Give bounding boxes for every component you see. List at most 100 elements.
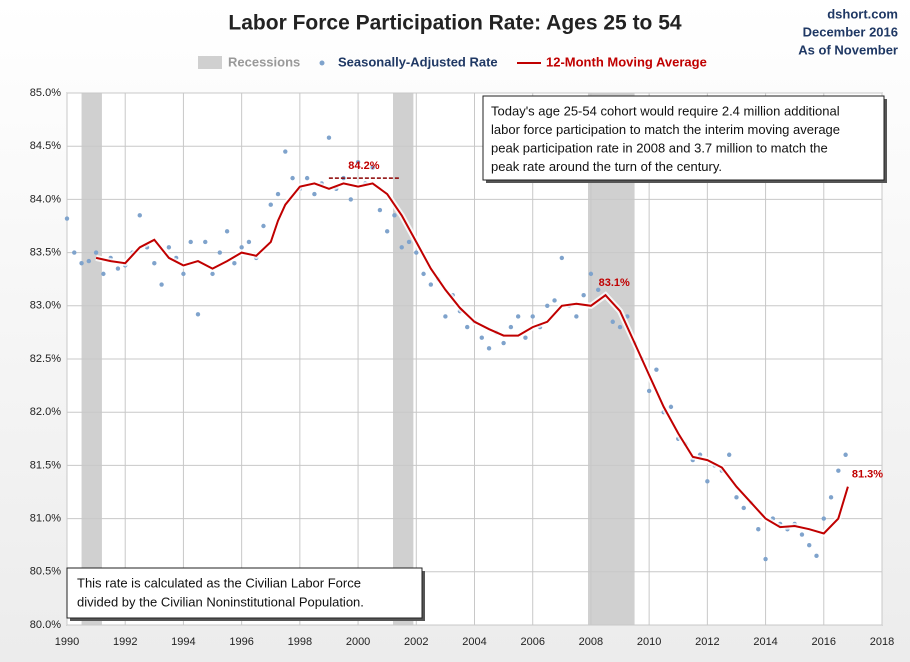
- data-point: [836, 468, 841, 473]
- y-tick-label: 83.5%: [30, 247, 61, 259]
- y-tick-label: 85.0%: [30, 87, 61, 99]
- legend-swatch: [198, 56, 222, 69]
- x-tick-label: 2012: [695, 636, 719, 648]
- data-point: [741, 505, 746, 511]
- legend-label: Seasonally-Adjusted Rate: [338, 54, 498, 69]
- data-point: [763, 556, 768, 562]
- data-point: [414, 250, 419, 255]
- data-point: [799, 532, 805, 537]
- data-point: [559, 255, 565, 261]
- callout-text: peak rate around the turn of the century…: [491, 159, 722, 174]
- data-point: [115, 266, 121, 271]
- data-point: [152, 261, 157, 266]
- data-point: [646, 388, 652, 394]
- x-tick-label: 2002: [404, 636, 428, 648]
- data-point: [392, 213, 397, 218]
- callout-text: Today's age 25-54 cohort would require 2…: [491, 103, 840, 118]
- data-point: [399, 245, 404, 250]
- data-point: [465, 324, 470, 330]
- series-line: [95, 182, 849, 535]
- y-tick-label: 81.0%: [30, 513, 61, 525]
- data-point: [188, 239, 193, 245]
- data-point: [421, 271, 426, 277]
- data-point: [181, 271, 186, 277]
- data-point: [552, 298, 557, 303]
- data-point: [843, 452, 848, 457]
- data-point: [370, 165, 375, 170]
- data-point: [574, 314, 579, 319]
- data-point: [86, 258, 92, 264]
- data-point: [64, 216, 70, 221]
- data-point: [523, 335, 528, 340]
- callout-box: [482, 95, 885, 181]
- x-tick-label: 2014: [753, 636, 777, 648]
- y-tick-label: 82.5%: [30, 353, 61, 365]
- source: December 2016: [803, 24, 898, 39]
- data-point: [654, 367, 659, 372]
- data-point: [814, 553, 819, 559]
- data-point: [428, 282, 434, 287]
- x-tick-label: 2000: [346, 636, 370, 648]
- data-point: [828, 495, 834, 500]
- data-point: [756, 527, 761, 532]
- data-point: [501, 340, 506, 346]
- data-point: [239, 245, 244, 250]
- y-tick-label: 80.5%: [30, 566, 61, 578]
- data-point: [79, 261, 84, 266]
- data-point: [166, 245, 172, 250]
- note-box: [66, 567, 423, 619]
- data-point: [581, 292, 586, 298]
- y-tick-label: 82.0%: [30, 406, 61, 418]
- source: dshort.com: [827, 6, 898, 21]
- data-point: [530, 314, 535, 319]
- data-point: [72, 250, 77, 255]
- data-point: [443, 314, 448, 319]
- data-point: [195, 312, 201, 317]
- note-text: divided by the Civilian Noninstitutional…: [77, 594, 364, 609]
- legend-label: Recessions: [228, 54, 300, 69]
- data-point: [596, 287, 601, 293]
- source: As of November: [798, 42, 898, 57]
- data-point: [545, 303, 550, 308]
- x-tick-label: 1990: [55, 636, 79, 648]
- note-text: This rate is calculated as the Civilian …: [77, 575, 361, 590]
- data-point: [203, 239, 208, 245]
- data-point: [610, 319, 615, 324]
- x-tick-label: 1992: [113, 636, 137, 648]
- callout-text: labor force participation to match the i…: [491, 122, 840, 137]
- data-point: [705, 479, 710, 484]
- data-point: [726, 452, 732, 457]
- data-point: [406, 239, 412, 245]
- data-point: [384, 229, 390, 234]
- legend-label: 12-Month Moving Average: [546, 54, 707, 69]
- data-point: [508, 324, 514, 330]
- data-point: [232, 261, 237, 266]
- x-tick-label: 2016: [812, 636, 836, 648]
- data-point: [210, 271, 215, 277]
- y-tick-label: 84.5%: [30, 140, 61, 152]
- x-tick-label: 2018: [870, 636, 894, 648]
- y-tick-label: 83.0%: [30, 300, 61, 312]
- data-point: [312, 191, 317, 197]
- data-point: [588, 271, 594, 277]
- peak-label: 84.2%: [348, 160, 379, 172]
- data-point: [734, 495, 739, 500]
- x-tick-label: 2006: [520, 636, 544, 648]
- data-point: [326, 135, 332, 140]
- chart-title: Labor Force Participation Rate: Ages 25 …: [228, 12, 681, 35]
- data-point: [137, 213, 142, 218]
- data-point: [515, 314, 521, 319]
- data-point: [807, 543, 812, 548]
- data-point: [101, 271, 106, 277]
- callout-text: peak participation rate in 2008 and 3.7 …: [491, 140, 828, 155]
- data-point: [668, 404, 674, 410]
- data-point: [355, 159, 361, 165]
- data-point: [821, 516, 826, 521]
- data-point: [246, 239, 252, 245]
- data-point: [290, 175, 295, 181]
- data-point: [93, 250, 99, 255]
- data-point: [486, 346, 492, 351]
- data-point: [304, 175, 310, 181]
- data-point: [479, 335, 484, 340]
